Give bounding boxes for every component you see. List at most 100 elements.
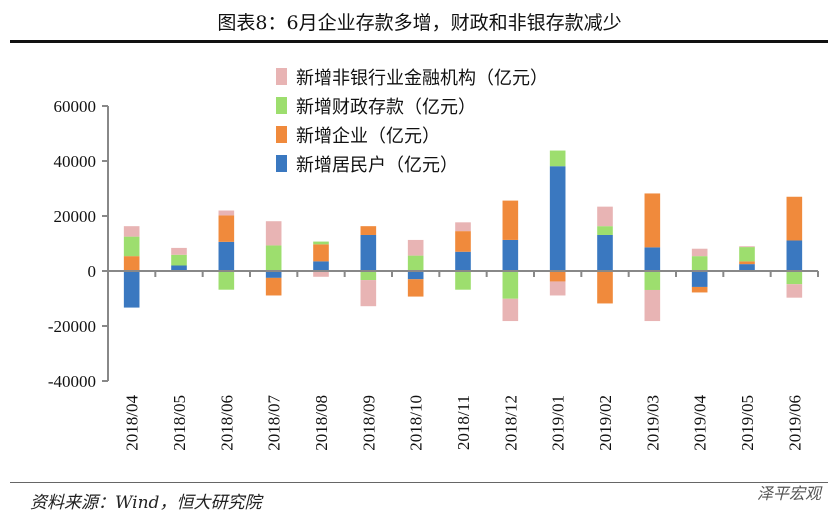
- legend-item: 新增非银行业金融机构（亿元）: [276, 62, 548, 91]
- bar-segment: [407, 239, 424, 256]
- bar-segment: [691, 271, 708, 287]
- x-tick-label: 2018/09: [359, 395, 378, 451]
- bar-segment: [691, 256, 708, 271]
- bar-segment: [739, 246, 755, 248]
- legend-label: 新增企业（亿元）: [296, 125, 440, 147]
- bar-segment: [171, 265, 187, 271]
- legend-label: 新增财政存款（亿元）: [296, 96, 476, 118]
- legend-item: 新增居民户（亿元）: [276, 149, 548, 178]
- bar-segment: [549, 281, 566, 296]
- bar-segment: [786, 240, 803, 271]
- bar-segment: [218, 271, 235, 290]
- bar-segment: [123, 226, 140, 237]
- x-tick-label: 2018/11: [454, 395, 473, 450]
- bar-segment: [549, 166, 566, 271]
- bar-segment: [455, 251, 471, 271]
- bar-segment: [786, 196, 803, 241]
- bar-segment: [218, 215, 235, 242]
- x-tick-label: 2018/05: [170, 395, 189, 451]
- bar-segment: [360, 234, 377, 271]
- bar-segment: [313, 241, 329, 245]
- bar-segment: [360, 226, 377, 235]
- bar-segment: [313, 244, 329, 262]
- legend-swatch: [276, 68, 287, 85]
- bar-segment: [549, 150, 566, 167]
- y-tick-label: 20000: [54, 207, 97, 226]
- bar-segment: [502, 271, 519, 299]
- title-rule: [10, 40, 828, 43]
- bar-segment: [123, 271, 140, 308]
- x-tick-label: 2019/06: [785, 395, 804, 451]
- bar-segment: [786, 284, 803, 298]
- bar-segment: [218, 210, 235, 216]
- bar-segment: [265, 221, 282, 246]
- legend-item: 新增企业（亿元）: [276, 120, 548, 149]
- x-tick-label: 2018/06: [217, 395, 236, 451]
- legend-label: 新增非银行业金融机构（亿元）: [296, 67, 548, 89]
- bar-segment: [644, 289, 661, 322]
- legend-label: 新增居民户（亿元）: [296, 154, 458, 176]
- bar-segment: [455, 271, 471, 290]
- bar-segment: [313, 261, 329, 271]
- legend-swatch: [276, 126, 287, 143]
- x-tick-label: 2018/08: [312, 395, 331, 451]
- bar-segment: [407, 271, 424, 280]
- x-tick-label: 2019/05: [738, 395, 757, 451]
- bar-segment: [171, 247, 187, 255]
- bar-segment: [502, 239, 519, 271]
- x-tick-label: 2019/03: [643, 395, 662, 451]
- y-tick-label: -40000: [48, 372, 96, 391]
- bar-segment: [407, 255, 424, 271]
- bar-segment: [171, 254, 187, 266]
- source-note: 资料来源：Wind，恒大研究院: [30, 493, 262, 513]
- bar-segment: [502, 298, 519, 322]
- x-tick-label: 2018/10: [407, 395, 426, 451]
- x-tick-label: 2019/01: [549, 395, 568, 451]
- bar-segment: [502, 200, 519, 240]
- bar-segment: [597, 226, 613, 235]
- y-tick-label: -20000: [48, 317, 96, 336]
- x-tick-label: 2018/07: [265, 395, 284, 451]
- legend-item: 新增财政存款（亿元）: [276, 91, 548, 120]
- y-tick-label: 60000: [54, 97, 97, 116]
- chart-title: 图表8：6月企业存款多增，财政和非银存款减少: [217, 12, 622, 34]
- bar-segment: [644, 247, 661, 271]
- y-tick-label: 40000: [54, 152, 97, 171]
- bar-segment: [691, 286, 708, 293]
- bar-segment: [455, 231, 471, 252]
- legend: 新增非银行业金融机构（亿元） 新增财政存款（亿元） 新增企业（亿元） 新增居民户（亿元…: [276, 62, 548, 178]
- x-tick-label: 2019/04: [691, 395, 710, 451]
- bar-segment: [360, 271, 377, 281]
- y-tick-label: 0: [88, 262, 97, 281]
- bar-segment: [218, 241, 235, 271]
- bar-segment: [739, 261, 755, 265]
- legend-swatch: [276, 155, 287, 172]
- bar-segment: [597, 234, 613, 271]
- bar-segment: [739, 264, 755, 271]
- bar-segment: [691, 248, 708, 257]
- bar-segment: [265, 271, 282, 278]
- bar-segment: [265, 277, 282, 296]
- bar-segment: [739, 247, 755, 262]
- watermark: 泽平宏观: [756, 484, 821, 503]
- bar-segment: [123, 236, 140, 257]
- x-tick-label: 2019/02: [596, 395, 615, 451]
- bar-segment: [455, 222, 471, 232]
- bar-segment: [644, 193, 661, 248]
- bar-segment: [786, 271, 803, 285]
- bar-segment: [360, 280, 377, 307]
- chart-plot: 60000 40000 20000 0 -20000 -40000 2018/04 2018/…: [48, 97, 819, 451]
- bar-segment: [407, 279, 424, 297]
- legend-swatch: [276, 97, 287, 114]
- x-tick-label: 2018/12: [501, 395, 520, 451]
- bar-segment: [644, 271, 661, 290]
- bar-segment: [549, 271, 566, 282]
- bar-segment: [123, 256, 140, 271]
- bar-segment: [265, 245, 282, 271]
- bar-segment: [597, 206, 613, 227]
- bar-segment: [313, 271, 329, 277]
- bar-segment: [597, 271, 613, 304]
- x-tick-label: 2018/04: [123, 395, 142, 451]
- footer-rule: [10, 482, 828, 483]
